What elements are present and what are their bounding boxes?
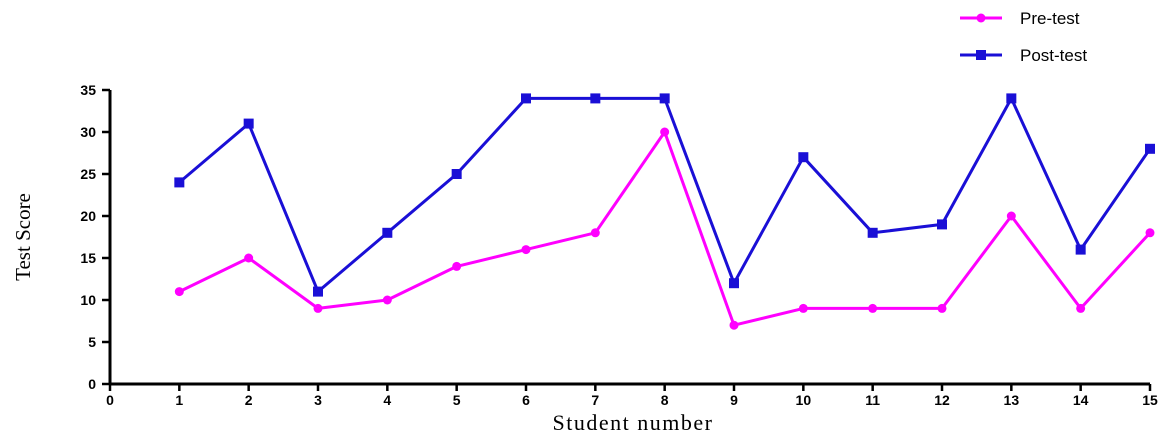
data-point-pre-test	[1006, 211, 1016, 221]
legend-marker-post-test	[976, 50, 986, 60]
x-tick-label: 6	[522, 392, 530, 408]
data-point-pre-test	[1145, 228, 1155, 238]
data-point-pre-test	[868, 303, 878, 313]
x-tick-label: 14	[1073, 392, 1089, 408]
series-line-post-test	[178, 96, 1152, 294]
legend-item-post-test: Post-test	[960, 46, 1087, 65]
x-tick-label: 8	[661, 392, 669, 408]
data-point-pre-test	[1076, 303, 1086, 313]
data-point-pre-test	[521, 245, 531, 255]
x-tick-label: 7	[591, 392, 599, 408]
x-tick-label: 4	[383, 392, 391, 408]
x-tick-label: 15	[1142, 392, 1158, 408]
data-point-pre-test	[313, 303, 323, 313]
data-point-pre-test	[937, 303, 947, 313]
series-line-pre-test	[178, 130, 1152, 327]
x-tick-label: 0	[106, 392, 114, 408]
data-point-post-test	[798, 152, 809, 163]
axes	[102, 88, 1152, 391]
data-point-post-test	[867, 227, 878, 238]
y-tick-label: 35	[80, 82, 96, 98]
y-tick-label: 25	[80, 166, 96, 182]
data-point-post-test	[174, 177, 185, 188]
data-point-pre-test	[660, 127, 670, 137]
data-point-post-test	[1145, 143, 1155, 154]
y-axis-title: Test Score	[11, 193, 35, 281]
data-point-post-test	[1006, 93, 1017, 104]
y-tick-label: 15	[80, 250, 96, 266]
x-tick-label: 13	[1004, 392, 1020, 408]
data-point-post-test	[590, 93, 601, 104]
series-layer	[174, 93, 1155, 330]
data-point-pre-test	[382, 295, 392, 305]
y-tick-label: 20	[80, 208, 96, 224]
x-tick-label: 9	[730, 392, 738, 408]
data-point-post-test	[659, 93, 670, 104]
data-point-pre-test	[729, 320, 739, 330]
y-tick-label: 30	[80, 124, 96, 140]
series-post-test	[174, 93, 1155, 297]
y-tick-label: 5	[88, 334, 96, 350]
data-point-pre-test	[244, 253, 254, 263]
x-tick-label: 3	[314, 392, 322, 408]
data-point-pre-test	[452, 261, 462, 271]
x-tick-label: 5	[453, 392, 461, 408]
data-point-post-test	[382, 227, 393, 238]
data-point-post-test	[243, 118, 254, 129]
x-axis-title: Student number	[553, 410, 714, 435]
data-point-post-test	[1075, 244, 1086, 255]
series-pre-test	[174, 127, 1155, 330]
x-tick-label: 10	[796, 392, 812, 408]
legend-label-pre-test: Pre-test	[1020, 9, 1080, 28]
data-point-post-test	[313, 286, 323, 297]
y-tick-label: 0	[88, 376, 96, 392]
data-point-post-test	[451, 169, 462, 179]
legend: Pre-test Post-test	[960, 9, 1087, 65]
data-point-post-test	[937, 219, 947, 230]
x-tick-label: 1	[175, 392, 183, 408]
data-point-pre-test	[798, 303, 808, 313]
data-point-post-test	[521, 93, 531, 104]
legend-label-post-test: Post-test	[1020, 46, 1087, 65]
data-point-post-test	[729, 278, 739, 289]
x-tick-label: 2	[245, 392, 253, 408]
legend-item-pre-test: Pre-test	[960, 9, 1080, 28]
x-tick-label: 11	[865, 392, 880, 408]
x-tick-label: 12	[934, 392, 950, 408]
legend-marker-pre-test	[976, 13, 986, 23]
y-tick-label: 10	[80, 292, 96, 308]
data-point-pre-test	[590, 228, 600, 238]
data-point-pre-test	[174, 287, 184, 297]
